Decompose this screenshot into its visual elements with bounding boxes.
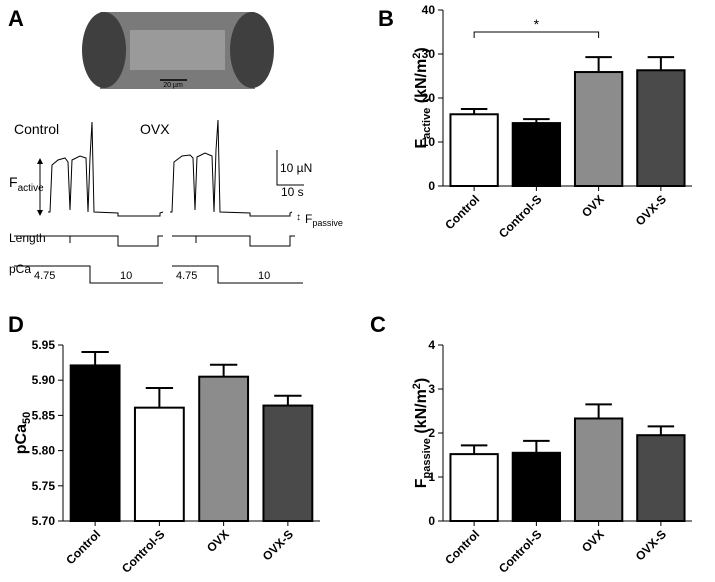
x-tick-label: Control-S (119, 527, 168, 576)
y-axis-label-part: active (421, 108, 433, 139)
significance-bracket (473, 31, 600, 38)
bar (262, 404, 314, 523)
pca-value: 10 (258, 270, 270, 282)
micrograph-edge (82, 12, 126, 88)
x-tick-label: OVX-S (633, 527, 669, 563)
y-tick-label: 20 (422, 91, 436, 105)
scale-bars (276, 150, 304, 186)
panel-letter: C (370, 312, 386, 337)
y-axis-label-part: 2 (411, 53, 423, 59)
pca-value: 4.75 (176, 270, 197, 282)
significance-label: * (534, 16, 540, 32)
y-tick-label: 5.80 (32, 444, 56, 458)
bar (449, 453, 499, 522)
f-active-label: Factive (9, 174, 44, 194)
x-tick-label: OVX (579, 192, 607, 220)
panel-letter: A (8, 6, 24, 31)
micrograph-edge (230, 12, 274, 88)
x-tick-label: OVX-S (260, 527, 296, 563)
y-tick-label: 3 (428, 382, 435, 396)
y-axis-label: pCa50 (13, 412, 33, 454)
bar (198, 375, 250, 522)
bar (573, 417, 624, 523)
y-axis-label-part: pCa (13, 424, 30, 454)
y-tick-label: 10 (422, 135, 436, 149)
length-trace (172, 235, 295, 247)
panel-letter: B (378, 6, 394, 31)
trace-label: OVX (140, 121, 170, 137)
x-tick-label: Control (63, 527, 103, 567)
y-tick-label: 5.95 (32, 338, 56, 352)
y-axis-label: Factive (kN/m2) (411, 47, 433, 148)
x-tick-label: Control-S (496, 527, 545, 576)
arrow-head (37, 158, 43, 164)
bar (449, 113, 499, 187)
pca-value: 10 (120, 270, 132, 282)
y-tick-label: 5.85 (32, 408, 56, 422)
arrow-head (37, 210, 43, 216)
time-scale: 10 s (281, 185, 304, 199)
y-axis-label-part: ) (413, 47, 430, 52)
trace-label: Control (14, 121, 59, 137)
y-tick-label: 2 (428, 426, 435, 440)
arrows: ↕ (296, 212, 301, 223)
y-axis-label-part: passive (421, 438, 433, 478)
y-tick-label: 40 (422, 3, 436, 17)
bar (636, 434, 686, 523)
bar (511, 122, 562, 187)
row-label: Length (9, 231, 46, 245)
bar (133, 406, 185, 523)
f-passive-label: Fpassive (305, 212, 343, 228)
y-axis-label: Fpassive (kN/m2) (411, 378, 433, 489)
bar (69, 364, 121, 522)
force-trace (48, 121, 164, 217)
y-axis-label-part: (kN/m (413, 389, 430, 438)
y-tick-label: 1 (428, 470, 435, 484)
x-tick-label: OVX (204, 527, 232, 555)
y-tick-label: 30 (422, 47, 436, 61)
force-trace (170, 119, 293, 217)
y-axis-label-part: F (413, 139, 430, 149)
bar (636, 69, 686, 187)
bar (511, 451, 562, 522)
row-label: pCa (9, 262, 31, 276)
y-axis-label-part: 2 (411, 383, 423, 389)
x-tick-label: OVX-S (633, 192, 669, 228)
x-tick-label: Control (442, 192, 482, 232)
pca-trace (14, 265, 163, 284)
y-axis-label-part: ) (413, 378, 430, 383)
force-scale: 10 µN (280, 161, 312, 175)
scale-bar-label: 20 µm (163, 82, 183, 89)
y-axis-label-part: F (413, 478, 430, 488)
y-tick-label: 5.70 (32, 514, 56, 528)
x-tick-label: OVX (579, 527, 607, 555)
y-axis-label-part: 50 (21, 412, 33, 424)
myocyte (130, 30, 225, 70)
x-tick-label: Control (442, 527, 482, 567)
bar (573, 71, 624, 187)
pca-value: 4.75 (34, 270, 55, 282)
y-tick-label: 0 (428, 514, 435, 528)
panel-letter: D (8, 312, 24, 337)
y-tick-label: 5.90 (32, 373, 56, 387)
y-tick-label: 5.75 (32, 479, 56, 493)
y-tick-label: 4 (428, 338, 435, 352)
pca-trace (172, 265, 303, 284)
length-trace (14, 235, 163, 247)
x-tick-label: Control-S (496, 192, 545, 241)
y-tick-label: 0 (428, 179, 435, 193)
y-axis-label-part: (kN/m (413, 59, 430, 108)
